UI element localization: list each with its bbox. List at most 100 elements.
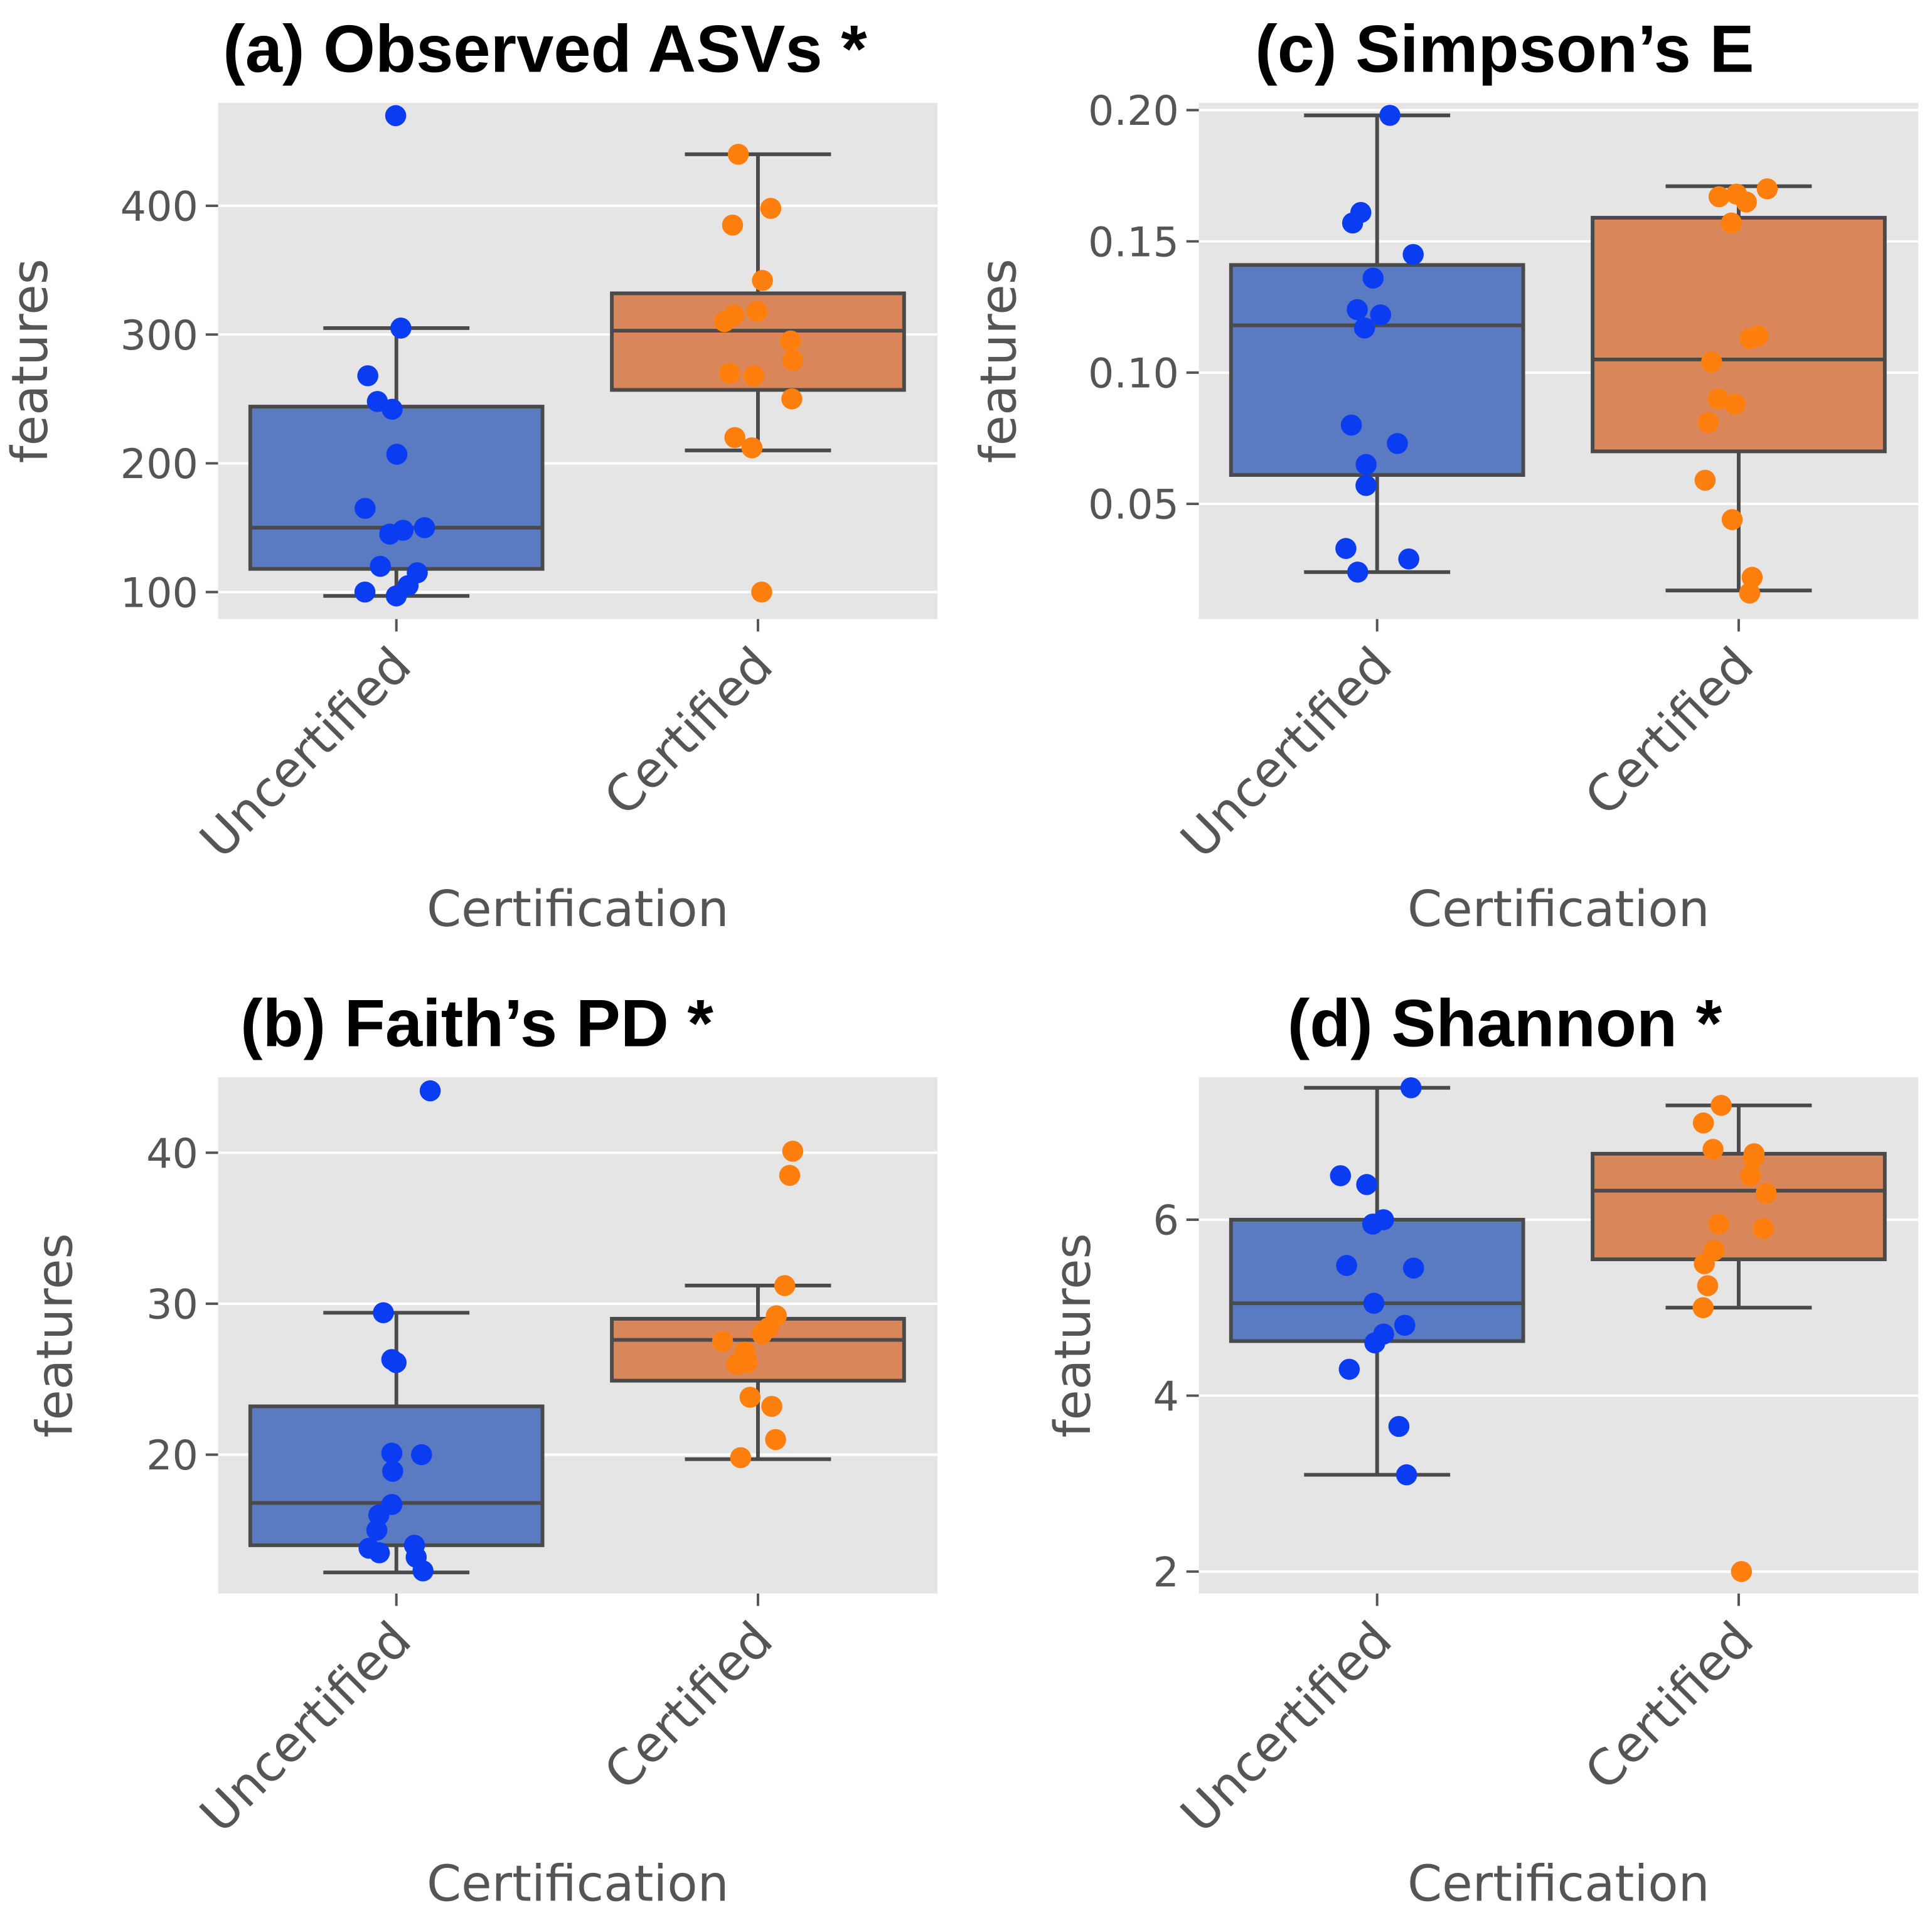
data-point-certified: [765, 1429, 786, 1451]
x-tick-label-certified: Certified: [1574, 1611, 1764, 1801]
data-point-uncertified: [1353, 317, 1375, 339]
data-point-uncertified: [390, 317, 412, 339]
data-point-uncertified: [419, 1080, 441, 1102]
data-point-certified: [1701, 351, 1722, 373]
x-tick-label-certified: Certified: [593, 636, 784, 827]
data-point-certified: [1731, 1561, 1753, 1582]
data-point-uncertified: [1379, 105, 1401, 126]
data-point-uncertified: [1342, 212, 1364, 234]
panel-d: (d) Shannon * 2 4 6 features CertificationUnc…: [1044, 986, 1919, 1912]
panel-c: (c) Simpson’s E 0.05 0.10 0.15 0.20 features C…: [969, 11, 1919, 938]
data-point-uncertified: [357, 365, 378, 386]
data-point-certified: [1756, 178, 1778, 200]
panel-b: (b) Faith’s PD * 20 30 40 features Certificat…: [26, 986, 938, 1912]
data-point-uncertified: [1402, 243, 1424, 265]
y-tick-label: 6: [1153, 1198, 1178, 1245]
data-point-uncertified: [370, 555, 391, 577]
data-point-uncertified: [355, 498, 376, 520]
x-tick-label-uncertified: Uncertified: [1170, 1611, 1403, 1844]
chart-title: (b) Faith’s PD *: [240, 986, 713, 1061]
data-point-certified: [1692, 1112, 1714, 1134]
data-point-uncertified: [1403, 1257, 1424, 1279]
y-axis-label: features: [26, 1233, 84, 1437]
data-point-certified: [1741, 567, 1763, 588]
data-point-certified: [1724, 393, 1746, 415]
x-tick-label-certified: Certified: [593, 1611, 784, 1801]
data-point-certified: [730, 1447, 752, 1469]
data-point-certified: [1753, 1218, 1774, 1239]
data-point-certified: [726, 1353, 748, 1375]
data-point-uncertified: [386, 444, 408, 465]
data-point-uncertified: [366, 1520, 388, 1541]
y-tick-label: 200: [120, 441, 198, 488]
box-uncertified: [1229, 1218, 1525, 1343]
data-point-certified: [761, 1395, 782, 1417]
data-point-certified: [1711, 1095, 1732, 1116]
x-tick-label-certified: Certified: [1574, 636, 1764, 827]
data-point-certified: [746, 301, 768, 322]
data-point-uncertified: [1338, 1358, 1360, 1380]
data-point-uncertified: [373, 1302, 394, 1324]
y-tick-label: 30: [146, 1282, 198, 1329]
data-point-uncertified: [1330, 1165, 1352, 1186]
data-point-certified: [712, 1331, 734, 1352]
data-point-certified: [751, 581, 772, 603]
data-point-certified: [1755, 1183, 1777, 1204]
data-point-certified: [1739, 582, 1761, 604]
box-certified: [1591, 216, 1887, 454]
data-point-certified: [743, 365, 765, 386]
data-point-uncertified: [1364, 1332, 1385, 1354]
data-point-certified: [760, 198, 782, 219]
data-point-uncertified: [1347, 562, 1369, 583]
data-point-uncertified: [1362, 1213, 1384, 1235]
data-point-certified: [1694, 469, 1716, 491]
data-point-uncertified: [382, 1461, 403, 1482]
data-point-uncertified: [379, 523, 400, 545]
data-point-certified: [724, 427, 745, 449]
y-tick-label: 0.20: [1088, 88, 1179, 135]
data-point-certified: [1721, 509, 1743, 530]
data-point-certified: [781, 388, 803, 410]
box-uncertified: [248, 405, 545, 571]
data-point-certified: [1740, 1165, 1761, 1186]
data-point-certified: [782, 349, 804, 371]
data-point-uncertified: [1335, 538, 1357, 559]
data-point-certified: [1736, 191, 1757, 213]
x-axis-label: Certification: [1407, 880, 1710, 938]
box-certified: [1591, 1151, 1887, 1262]
data-point-certified: [1739, 328, 1761, 349]
y-axis-label: features: [969, 258, 1027, 463]
data-point-uncertified: [1347, 299, 1368, 321]
data-point-certified: [1707, 388, 1729, 410]
data-point-certified: [1708, 186, 1730, 208]
data-point-uncertified: [1363, 1292, 1385, 1314]
data-point-uncertified: [1396, 1464, 1417, 1486]
data-point-certified: [1697, 1275, 1719, 1296]
data-point-certified: [1694, 1253, 1715, 1274]
data-point-certified: [1702, 1139, 1724, 1160]
data-point-certified: [1743, 1148, 1764, 1169]
data-point-certified: [713, 311, 735, 333]
y-tick-label: 0.15: [1088, 219, 1179, 266]
data-point-certified: [739, 1387, 761, 1408]
data-point-uncertified: [381, 1442, 403, 1464]
y-tick-label: 400: [120, 184, 198, 231]
data-point-uncertified: [1356, 1174, 1377, 1195]
chart-title: (a) Observed ASVs *: [223, 11, 867, 86]
data-point-certified: [752, 270, 773, 291]
data-point-certified: [719, 362, 740, 384]
data-point-certified: [774, 1275, 796, 1296]
data-point-uncertified: [414, 517, 435, 538]
x-axis-label: Certification: [427, 880, 729, 938]
y-tick-label: 20: [146, 1432, 198, 1479]
data-point-uncertified: [1398, 548, 1419, 570]
y-tick-label: 2: [1153, 1549, 1178, 1596]
x-axis-label: Certification: [427, 1855, 729, 1912]
data-point-uncertified: [1394, 1314, 1416, 1336]
data-point-certified: [1692, 1297, 1714, 1318]
data-point-certified: [741, 437, 763, 459]
y-tick-label: 40: [146, 1131, 198, 1178]
y-axis-label: features: [1044, 1233, 1102, 1437]
x-tick-label-uncertified: Uncertified: [189, 636, 422, 870]
